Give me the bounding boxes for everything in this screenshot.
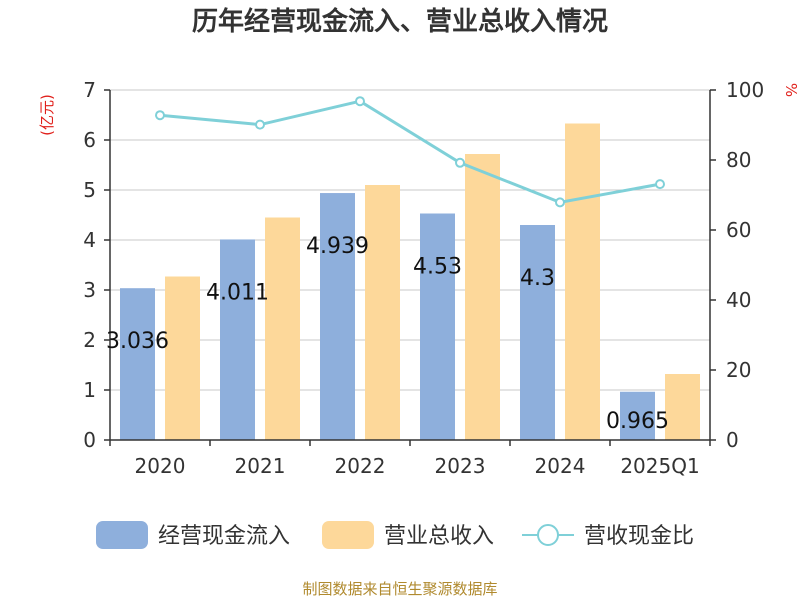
ratio-point	[255, 119, 265, 130]
legend-label: 经营现金流入	[158, 524, 290, 549]
ratio-line	[155, 96, 665, 208]
left-tick-label: 4	[83, 228, 96, 252]
legend-marker	[537, 524, 559, 546]
left-tick-label: 7	[83, 78, 96, 102]
ratio-point	[155, 110, 165, 121]
ratio-point	[355, 96, 365, 107]
legend-label: 营收现金比	[584, 524, 694, 549]
cash-inflow-bar	[320, 193, 355, 440]
right-tick-label: 80	[726, 148, 751, 172]
bar-value-label: 4.53	[413, 255, 462, 280]
grid	[110, 89, 710, 391]
revenue-bar	[265, 217, 300, 440]
left-tick-label: 1	[83, 378, 96, 402]
revenue-bar	[665, 374, 700, 440]
x-tick-label: 2025Q1	[620, 454, 699, 478]
bar-value-label: 4.939	[306, 234, 369, 259]
right-tick-label: 40	[726, 288, 751, 312]
bar-value-label: 4.011	[206, 280, 269, 305]
data-labels: 3.036 4.011 4.939 4.53 4.3 0.965	[106, 234, 669, 434]
legend-label: 营业总收入	[384, 524, 494, 549]
cash-inflow-bar	[120, 288, 155, 440]
bars	[120, 123, 700, 440]
bar-value-label: 4.3	[520, 266, 555, 291]
chart-title: 历年经营现金流入、营业总收入情况	[192, 6, 608, 37]
ratio-line-path	[159, 99, 661, 204]
revenue-bar	[165, 276, 200, 440]
legend: 经营现金流入 营业总收入 营收现金比	[96, 521, 694, 549]
x-tick-label: 2024	[535, 454, 586, 478]
left-tick-label: 2	[83, 328, 96, 352]
ratio-point	[455, 157, 465, 168]
x-tick-label: 2023	[435, 454, 486, 478]
right-tick-label: 0	[726, 428, 739, 452]
cash-inflow-bar	[520, 225, 555, 440]
revenue-bar	[365, 185, 400, 440]
revenue-bar	[465, 154, 500, 440]
bar-value-label: 0.965	[606, 409, 669, 434]
source-note: 制图数据来自恒生聚源数据库	[302, 580, 497, 598]
x-tick-label: 2022	[335, 454, 386, 478]
legend-swatch	[96, 521, 148, 549]
left-tick-label: 6	[83, 128, 96, 152]
cash-inflow-bar	[420, 213, 455, 440]
cash-inflow-bar	[220, 239, 255, 440]
left-tick-label: 3	[83, 278, 96, 302]
legend-swatch	[322, 521, 374, 549]
revenue-bar	[565, 123, 600, 440]
left-tick-label: 0	[83, 428, 96, 452]
axes: 0 1 2 3 4 5 6 7 0 20 40 60 80 100 2020 2021 2022 2023 2024…	[83, 78, 764, 478]
cash-inflow-bar	[620, 391, 655, 440]
right-tick-label: 60	[726, 218, 751, 242]
ratio-point	[555, 197, 565, 208]
x-tick-label: 2021	[235, 454, 286, 478]
ratio-point	[655, 179, 665, 190]
right-axis-unit: %	[782, 83, 800, 97]
right-tick-label: 20	[726, 358, 751, 382]
left-tick-label: 5	[83, 178, 96, 202]
bar-value-label: 3.036	[106, 329, 169, 354]
left-axis-unit: (亿元)	[38, 94, 56, 136]
x-tick-label: 2020	[135, 454, 186, 478]
right-tick-label: 100	[726, 78, 764, 102]
